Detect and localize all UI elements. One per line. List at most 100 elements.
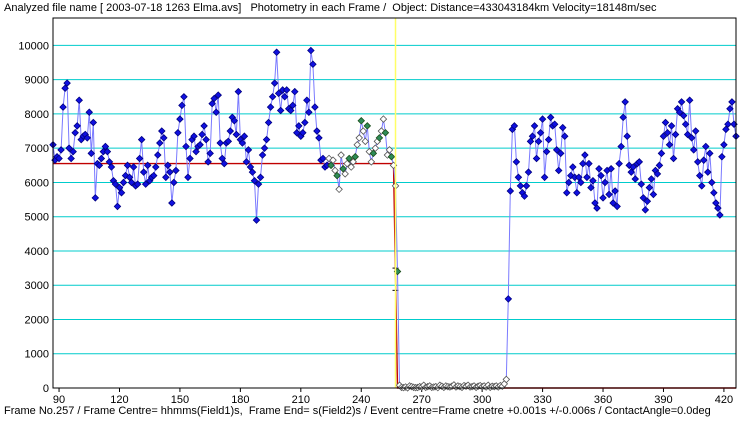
data-point <box>85 108 94 116</box>
y-tick-label: 10000 <box>18 40 49 52</box>
data-point <box>121 171 130 180</box>
object-label: Object: Distance=433043184km Velocity=18… <box>392 2 657 14</box>
data-point <box>309 60 317 69</box>
data-point <box>619 113 627 122</box>
data-point <box>669 154 678 163</box>
data-point <box>659 132 668 140</box>
data-point <box>560 132 569 140</box>
data-point <box>196 140 204 149</box>
data-point <box>649 190 658 199</box>
data-point <box>190 132 198 140</box>
x-tick-label: 360 <box>594 394 612 406</box>
data-point <box>270 79 279 87</box>
data-point <box>599 194 607 202</box>
data-point <box>687 134 696 142</box>
data-point <box>558 123 567 132</box>
data-point <box>280 93 289 101</box>
data-point <box>87 149 96 158</box>
data-point <box>724 120 732 128</box>
data-point <box>554 166 563 175</box>
data-point <box>55 154 63 163</box>
data-point <box>635 158 644 166</box>
data-point <box>710 188 718 197</box>
data-point <box>504 295 513 303</box>
data-point <box>299 129 307 137</box>
data-point <box>97 154 106 163</box>
data-point <box>536 129 545 137</box>
data-point <box>629 163 638 171</box>
data-point <box>593 204 601 212</box>
data-point <box>164 161 172 170</box>
data-point <box>63 79 71 87</box>
data-point <box>575 173 583 182</box>
data-point-near-event <box>347 163 355 171</box>
x-tick-label: 210 <box>292 394 310 406</box>
data-point <box>526 137 535 146</box>
y-tick-label: 6000 <box>25 177 49 189</box>
data-point <box>293 129 301 137</box>
data-point <box>607 164 615 173</box>
data-point <box>510 122 519 130</box>
data-point <box>665 140 674 149</box>
data-point <box>119 178 128 187</box>
data-point <box>232 130 241 139</box>
data-point <box>520 192 529 200</box>
data-point <box>589 176 597 185</box>
data-point <box>647 175 656 183</box>
plot-axes <box>52 17 737 389</box>
data-point <box>583 173 591 182</box>
data-point-open <box>502 375 511 384</box>
x-tick-labels: 90 120 150 180 210 240 270 300 330 360 390 420 <box>53 388 733 406</box>
data-point <box>224 137 233 146</box>
data-point <box>305 108 313 116</box>
data-point <box>597 171 605 180</box>
data-point <box>166 168 174 176</box>
data-point <box>226 127 235 135</box>
data-point <box>712 199 720 207</box>
data-point <box>248 168 257 176</box>
data-point <box>170 178 178 187</box>
data-point <box>272 48 281 57</box>
data-point <box>587 183 595 192</box>
data-point <box>172 166 180 175</box>
data-point <box>720 140 728 149</box>
data-point <box>57 146 65 154</box>
data-point <box>699 156 708 164</box>
data-point <box>573 188 581 197</box>
data-point <box>639 194 648 202</box>
data-point <box>542 147 551 156</box>
header-line: Analyzed file name [ 2003-07-18 1263 Elm… <box>4 2 656 14</box>
data-point <box>168 199 176 207</box>
data-point <box>728 98 736 106</box>
data-point <box>617 142 625 151</box>
data-point <box>577 178 585 187</box>
data-point <box>675 108 684 116</box>
data-point <box>156 139 164 147</box>
y-tick-label: 3000 <box>25 280 49 292</box>
data-point <box>83 134 92 142</box>
data-point-near-event <box>349 158 357 166</box>
data-point <box>266 103 275 111</box>
data-point <box>240 132 249 140</box>
data-point <box>129 163 138 171</box>
data-point <box>702 142 710 151</box>
data-point <box>91 194 100 202</box>
data-point-near-event <box>345 154 353 163</box>
data-point <box>704 168 712 176</box>
data-point-near-event <box>379 115 388 123</box>
data-point <box>579 159 587 168</box>
data-point <box>89 118 98 127</box>
y-tick-label: 4000 <box>25 246 49 258</box>
data-point <box>125 173 134 182</box>
data-point <box>726 105 734 113</box>
data-point <box>524 168 533 176</box>
data-point-near-event <box>359 127 368 135</box>
data-point <box>708 178 716 187</box>
data-point <box>115 183 124 192</box>
data-point <box>158 127 166 135</box>
data-point <box>506 187 515 195</box>
data-point <box>174 129 182 137</box>
data-point-near-event <box>375 134 384 142</box>
data-point <box>254 180 263 188</box>
data-point <box>706 149 714 158</box>
